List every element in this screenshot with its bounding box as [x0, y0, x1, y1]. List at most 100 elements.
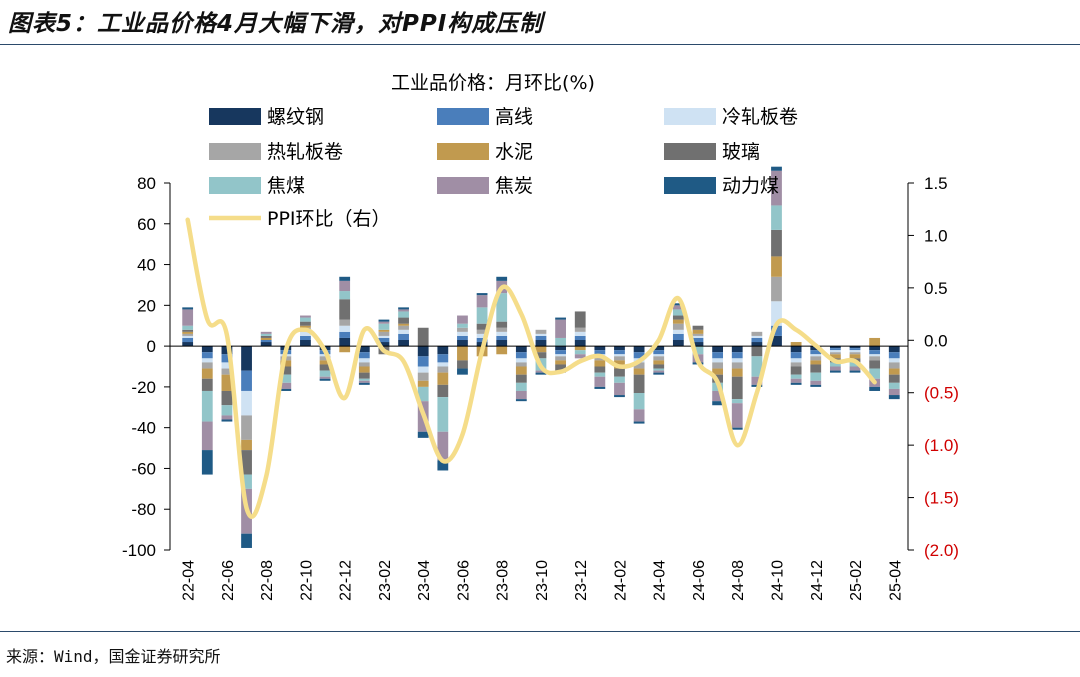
bar-segment [672, 303, 684, 306]
bar-segment [300, 315, 311, 318]
bar-segment [633, 352, 645, 359]
bar-segment [555, 354, 566, 357]
bar-segment [633, 374, 645, 394]
bar-segment [574, 311, 586, 328]
bar-segment [241, 533, 252, 548]
bar-segment [535, 370, 547, 373]
bar-segment [182, 335, 194, 338]
bar-segment [496, 321, 508, 328]
bar-segment [515, 399, 527, 402]
bar-segment [653, 368, 665, 371]
bar-segment [849, 348, 861, 351]
bar-segment [476, 323, 488, 330]
bar-segment [221, 346, 233, 355]
bar-segment [201, 346, 213, 353]
bar-segment [319, 378, 331, 381]
bar-segment [810, 372, 822, 381]
bar-segment [339, 276, 351, 281]
left-tick-label: 40 [137, 256, 156, 275]
bar-segment [457, 339, 468, 347]
bar-segment [280, 374, 292, 383]
bar-segment [300, 339, 311, 347]
bar-segment [869, 346, 881, 351]
bar-segment [869, 360, 881, 369]
bar-segment [849, 352, 861, 355]
bar-segment [201, 450, 213, 475]
bar-segment [692, 333, 704, 336]
bar-segment [496, 276, 508, 281]
bar-segment [535, 372, 547, 375]
bar-segment [790, 346, 802, 353]
legend-label: 动力煤 [722, 175, 779, 197]
bar-segment [260, 335, 272, 338]
bar-segment [692, 342, 704, 347]
bar-segment [653, 346, 665, 351]
bar-segment [594, 350, 606, 355]
bar-segment [672, 319, 684, 324]
bar-segment [378, 321, 390, 324]
bar-segment [849, 366, 861, 371]
bar-segment [221, 415, 233, 420]
bar-segment [810, 364, 822, 373]
bar-segment [771, 301, 782, 326]
bar-segment [339, 280, 351, 292]
bar-segment [869, 337, 881, 347]
bar-segment [849, 362, 861, 367]
bar-segment [731, 368, 743, 377]
bar-segment [633, 421, 645, 424]
bar-segment [260, 331, 272, 334]
left-tick-label: -60 [131, 459, 156, 478]
bar-segment [810, 360, 822, 365]
bar-segment [515, 382, 527, 391]
bar-segment [201, 421, 213, 451]
bar-segment [417, 380, 429, 387]
bar-segment [457, 327, 468, 332]
bar-segment [731, 352, 743, 359]
bar-segment [437, 372, 449, 385]
bar-segment [437, 346, 449, 355]
bar-segment [201, 368, 213, 379]
bar-segment [221, 390, 233, 406]
title-divider [0, 44, 1080, 45]
x-tick-label: 22-08 [259, 560, 276, 601]
bar-segment [201, 362, 213, 369]
bar-segment [672, 309, 684, 316]
bar-segment [378, 342, 390, 347]
bar-segment [378, 331, 390, 336]
bar-segment [869, 354, 881, 357]
legend-swatch [209, 143, 261, 160]
bar-segment [339, 325, 351, 332]
bar-segment [221, 419, 233, 422]
bar-segment [771, 256, 782, 277]
bar-segment [241, 346, 252, 371]
bar-segment [358, 372, 370, 379]
bar-segment [555, 364, 566, 373]
x-tick-label: 25-02 [848, 560, 865, 601]
bar-segment [319, 376, 331, 379]
bar-segment [182, 331, 194, 334]
bar-segment [260, 337, 272, 340]
bar-segment [280, 366, 292, 375]
bar-segment [457, 346, 468, 361]
bar-segment [731, 399, 743, 404]
bar-segment [672, 339, 684, 347]
bar-segment [810, 380, 822, 385]
bar-segment [594, 356, 606, 361]
bar-segment [574, 327, 586, 332]
bar-segment [751, 346, 763, 357]
legend-label: 水泥 [495, 141, 533, 163]
bar-segment [437, 397, 449, 432]
bar-segment [555, 337, 566, 347]
bar-segment [829, 350, 841, 353]
x-tick-label: 22-06 [220, 560, 237, 601]
bar-segment [555, 350, 566, 355]
bar-segment [339, 291, 351, 300]
bar-segment [496, 339, 508, 347]
right-tick-label: 1.5 [924, 174, 948, 193]
bar-segment [555, 346, 566, 351]
bar-segment [614, 368, 625, 377]
bar-segment [319, 360, 331, 365]
bar-segment [476, 307, 488, 324]
bar-segment [201, 358, 213, 363]
ppi-line [185, 217, 877, 519]
